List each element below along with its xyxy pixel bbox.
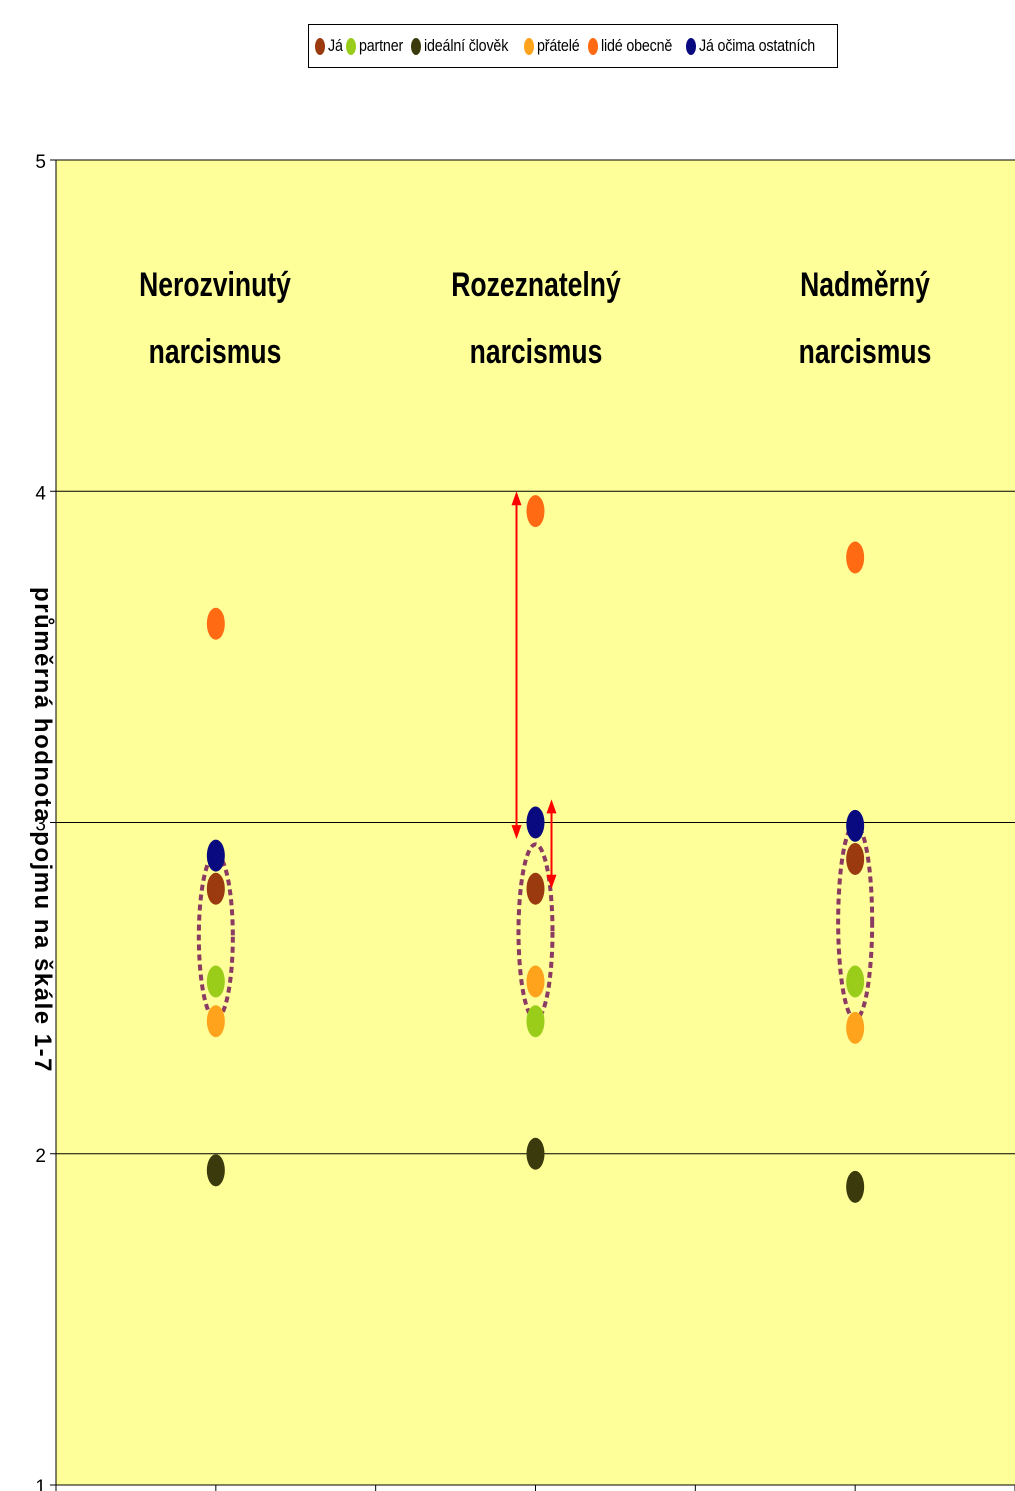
category-label-line2: narcismus [798,333,932,371]
data-point [206,1154,225,1187]
data-point [526,1005,545,1038]
legend-swatch [587,37,598,55]
legend-label: přátelé [537,36,580,55]
arrow-head-down [511,825,522,840]
y-tick-label: 2 [35,1146,46,1167]
category-label-line1: Nadměrný [800,266,930,304]
data-point [526,872,545,905]
data-point [526,1137,545,1170]
y-axis-title: průměrná hodnota pojmu na škále 1-7 [29,587,56,1073]
arrow-head-down [546,874,557,889]
category-label-line2: narcismus [469,333,603,371]
data-point [206,839,225,872]
legend-swatch [345,37,356,55]
y-tick-label: 1 [35,1477,46,1491]
data-point [206,1005,225,1038]
data-point [206,872,225,905]
legend-swatch [315,37,325,55]
legend-label: partner [358,36,403,55]
data-point [846,965,865,998]
category-label-rozeznatelny: Rozeznatelný narcismus [411,252,661,386]
legend-label: ideální člověk [424,36,509,55]
arrow-head-up [546,799,557,814]
legend-swatch [411,37,422,55]
legend-label: lidé obecně [600,36,673,55]
arrow-head-up [511,491,522,506]
legend-item-idealni-clovek: ideální člověk [411,36,518,56]
data-point [526,495,545,528]
data-point [206,965,225,998]
category-label-line2: narcismus [148,333,282,371]
category-label-line1: Rozeznatelný [451,266,621,304]
legend: Já partner ideální člověk přátelé lidé o… [308,24,838,68]
y-tick-label: 3 [35,815,46,836]
legend-label: Já očima ostatních [698,36,815,55]
data-point [846,541,865,574]
data-point [526,965,545,998]
data-point [526,806,545,839]
data-point [846,842,865,875]
legend-label: Já [328,36,343,55]
data-point [846,809,865,842]
data-point [206,607,225,640]
data-point [846,1011,865,1044]
legend-item-lide-obecne: lidé obecně [587,36,680,56]
y-tick-label: 4 [35,483,46,504]
category-label-line1: Nerozvinutý [139,266,291,304]
legend-item-pratele: přátelé [524,36,582,56]
legend-swatch [685,37,696,55]
category-label-nadmerny: Nadměrný narcismus [740,252,990,386]
legend-item-ja-ocima-ostatnich: Já očima ostatních [685,36,831,56]
legend-item-partner: partner [345,36,405,56]
category-label-nerozvinuty: Nerozvinutý narcismus [90,252,340,386]
legend-item-ja: Já [315,36,343,56]
data-point [846,1170,865,1203]
legend-swatch [524,37,535,55]
y-tick-label: 5 [35,152,46,173]
